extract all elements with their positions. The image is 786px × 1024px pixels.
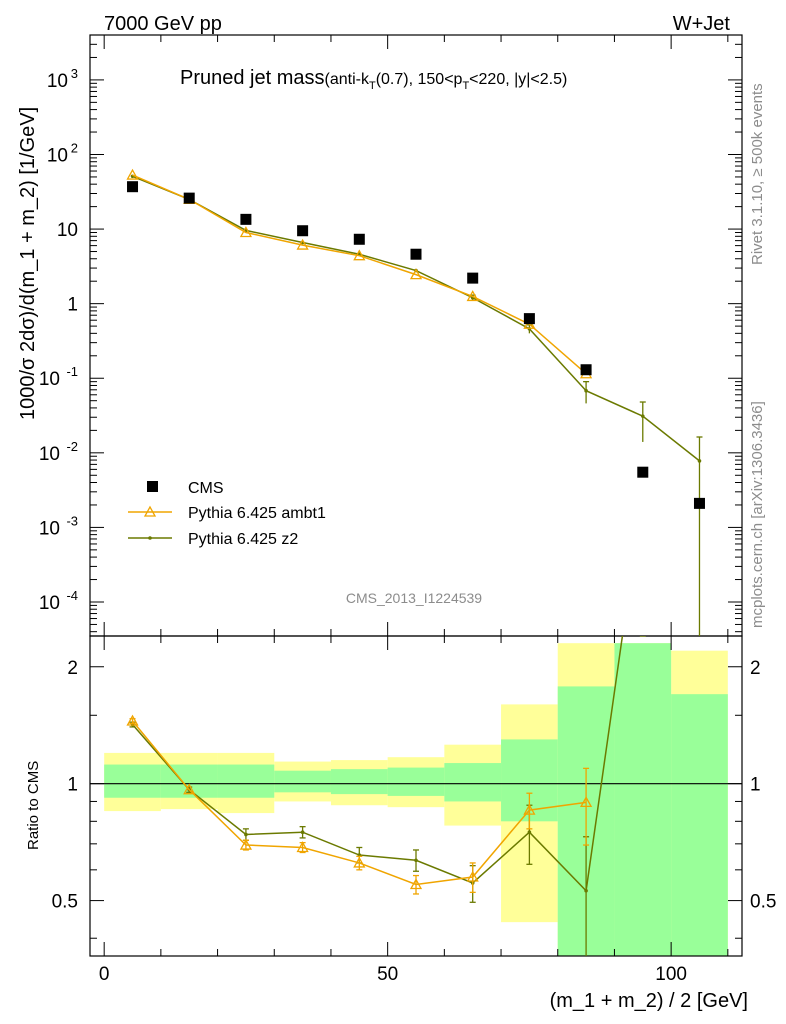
main-plot-marks <box>126 168 705 636</box>
ratio-band-stat <box>217 764 275 798</box>
y-axis-label-main: 1000/σ 2dσ)/d(m_1 + m_2) [1/GeV] <box>17 107 39 420</box>
y-tick-exponent: -2 <box>66 439 78 454</box>
point-cms <box>183 192 195 204</box>
point-cms <box>580 364 592 376</box>
legend-marker-cms <box>147 481 158 492</box>
analysis-watermark: CMS_2013_I1224539 <box>346 590 482 606</box>
ratio-point-z2 <box>527 830 532 834</box>
point-ambt1 <box>126 168 139 180</box>
ratio-band-stat <box>274 770 331 793</box>
point-ambt1 <box>296 238 309 250</box>
y-tick-exponent: 2 <box>71 140 78 155</box>
legend-marker-z2 <box>148 536 152 540</box>
point-ambt1 <box>409 268 423 280</box>
side-label-rivet: Rivet 3.1.10, ≥ 500k events <box>749 83 766 265</box>
point-z2 <box>640 414 645 418</box>
plot-title: Pruned jet mass(anti-kT(0.7), 150<pT<220… <box>180 67 567 92</box>
ratio-point-ambt1 <box>183 783 196 795</box>
point-ambt1 <box>353 249 366 261</box>
y-axis-label-ratio: Ratio to CMS <box>25 761 42 850</box>
ratio-uncertainty-bands <box>90 643 742 956</box>
y-tick-exponent: -3 <box>66 513 78 528</box>
legend-marker-ambt1 <box>143 505 157 517</box>
y-tick-exponent: -4 <box>66 588 78 603</box>
series-line-ambt1 <box>132 174 587 375</box>
ratio-tick-label-left: 2 <box>67 658 78 679</box>
point-cms <box>467 272 479 284</box>
ratio-band-stat <box>671 694 728 956</box>
y-tick-label: 10 <box>39 369 60 390</box>
header-left: 7000 GeV pp <box>104 13 222 35</box>
ratio-tick-label-right: 2 <box>750 658 761 679</box>
ratio-band-stat <box>104 764 161 798</box>
y-tick-exponent: -1 <box>66 364 78 379</box>
y-tick-exponent: 3 <box>71 66 78 81</box>
ratio-point-ambt1 <box>523 803 536 815</box>
legend-label-z2: Pythia 6.425 z2 <box>188 531 298 548</box>
ratio-plot-marks <box>126 491 646 956</box>
ratio-point-ambt1 <box>239 838 253 850</box>
point-cms <box>410 248 422 260</box>
ratio-point-ambt1 <box>126 714 139 726</box>
point-cms <box>693 497 705 509</box>
header-right: W+Jet <box>673 13 731 35</box>
x-tick-label: 0 <box>99 964 110 985</box>
ratio-tick-label-right: 1 <box>750 775 761 796</box>
ratio-line-z2 <box>131 636 624 893</box>
ratio-point-z2 <box>244 832 248 837</box>
point-cms <box>127 181 139 193</box>
ratio-tick-label-right: 0.5 <box>750 892 776 913</box>
ratio-band-stat <box>330 769 388 795</box>
ratio-point-ambt1 <box>296 841 309 853</box>
y-tick-label: 10 <box>39 444 60 465</box>
y-tick-label: 10 <box>47 145 68 166</box>
point-ambt1 <box>466 290 479 302</box>
point-cms <box>523 313 535 325</box>
legend-label-cms: CMS <box>188 480 224 497</box>
ratio-point-ambt1 <box>466 870 479 882</box>
point-cms <box>637 466 649 478</box>
point-cms <box>353 233 365 245</box>
legend-label-ambt1: Pythia 6.425 ambt1 <box>188 505 326 522</box>
ratio-plot-frame <box>89 635 743 957</box>
ratio-point-z2 <box>414 858 418 863</box>
x-tick-label: 50 <box>377 964 398 985</box>
series-line-z2 <box>132 175 700 462</box>
ratio-band-stat <box>444 763 502 802</box>
ratio-point-ambt1 <box>409 878 423 890</box>
y-tick-label: 10 <box>47 71 68 92</box>
ratio-point-ambt1 <box>579 796 593 808</box>
point-z2 <box>584 388 588 393</box>
x-axis-label: (m_1 + m_2) / 2 [GeV] <box>550 990 748 1012</box>
ratio-point-z2 <box>641 491 645 495</box>
ratio-tick-label-left: 1 <box>67 775 78 796</box>
ratio-point-z2 <box>300 830 305 834</box>
ratio-point-ambt1 <box>353 856 366 868</box>
ratio-band-stat <box>614 643 672 956</box>
x-tick-label: 100 <box>655 964 687 985</box>
point-ambt1 <box>239 226 253 238</box>
y-tick-label: 10 <box>39 593 60 614</box>
y-tick-label: 10 <box>57 220 78 241</box>
y-tick-label: 10 <box>39 518 60 539</box>
ratio-point-z2 <box>584 888 588 893</box>
point-cms <box>297 225 309 237</box>
ratio-tick-label-left: 0.5 <box>52 892 78 913</box>
y-tick-label: 1 <box>67 295 78 316</box>
side-label-mcplots: mcplots.cern.ch [arXiv:1306.3436] <box>749 401 766 628</box>
ratio-band-stat <box>387 767 445 796</box>
legend: CMS Pythia 6.425 ambt1 Pythia 6.425 z2 <box>128 480 326 548</box>
point-cms <box>240 213 252 225</box>
point-z2 <box>697 459 702 463</box>
